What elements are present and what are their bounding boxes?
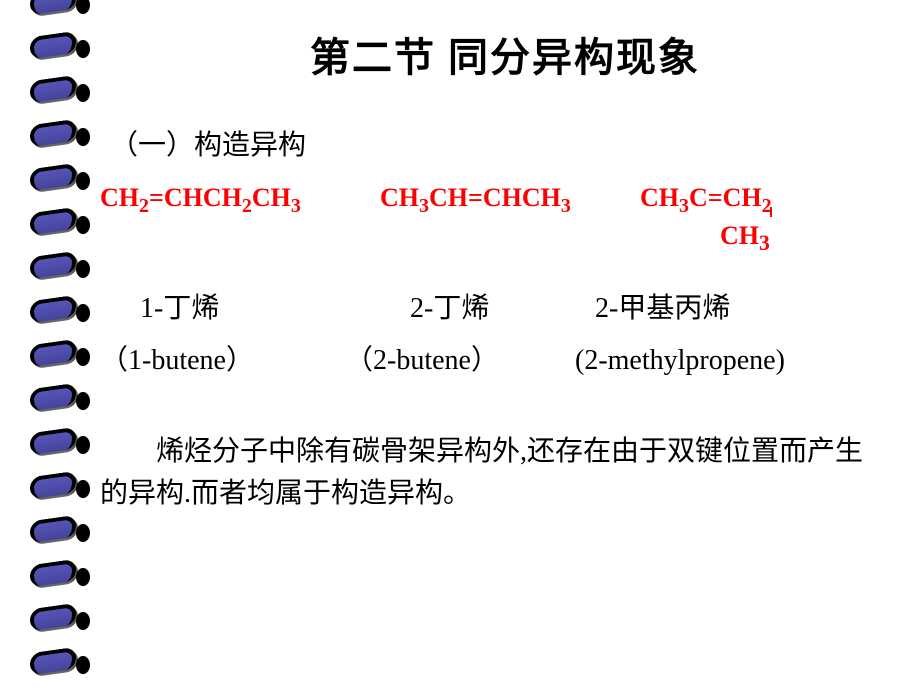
binding-hole-icon	[76, 656, 90, 674]
spiral-ring-icon	[30, 386, 76, 434]
explanation-paragraph: 烯烃分子中除有碳骨架异构外,还存在由于双键位置而产生的异构.而者均属于构造异构。	[100, 431, 880, 515]
binding-hole-icon	[76, 40, 90, 58]
compound-name-en-3: (2-methylpropene)	[575, 341, 895, 380]
bond-line-icon	[770, 207, 772, 217]
binding-hole-icon	[76, 392, 90, 410]
binding-hole-icon	[76, 128, 90, 146]
spiral-ring-icon	[30, 166, 76, 214]
binding-hole-icon	[76, 172, 90, 190]
spiral-ring-icon	[30, 562, 76, 610]
formula-column-1: CH2=CHCH2CH3	[100, 181, 380, 256]
chemical-formula-2: CH3CH=CHCH3	[380, 181, 640, 219]
binding-hole-icon	[76, 524, 90, 542]
spiral-ring-icon	[30, 210, 76, 258]
spiral-ring-icon	[30, 430, 76, 478]
binding-hole-icon	[76, 436, 90, 454]
spiral-binding	[0, 0, 90, 690]
binding-hole-icon	[76, 304, 90, 322]
spiral-ring-icon	[30, 474, 76, 522]
formulas-row: CH2=CHCH2CH3 CH3CH=CHCH3 CH3C=CH2 CH3	[100, 181, 910, 256]
binding-hole-icon	[76, 348, 90, 366]
spiral-ring-icon	[30, 122, 76, 170]
spiral-ring-icon	[30, 650, 76, 698]
binding-hole-icon	[76, 84, 90, 102]
chemical-formula-3-line2: CH3	[720, 221, 900, 256]
spiral-ring-icon	[30, 606, 76, 654]
slide-title: 第二节 同分异构现象	[100, 25, 910, 83]
binding-hole-icon	[76, 260, 90, 278]
spiral-ring-icon	[30, 78, 76, 126]
binding-hole-icon	[76, 480, 90, 498]
spiral-ring-icon	[30, 34, 76, 82]
compound-name-cn-2: 2-丁烯	[360, 286, 595, 326]
binding-hole-icon	[76, 216, 90, 234]
spiral-ring-icon	[30, 254, 76, 302]
names-english-row: （1-butene） （2-butene） (2-methylpropene)	[100, 341, 910, 380]
slide-content: 第二节 同分异构现象 （一）构造异构 CH2=CHCH2CH3 CH3CH=CH…	[100, 0, 910, 690]
compound-name-cn-1: 1-丁烯	[100, 286, 360, 326]
binding-hole-icon	[76, 568, 90, 586]
names-chinese-row: 1-丁烯 2-丁烯 2-甲基丙烯	[100, 286, 910, 326]
spiral-ring-icon	[30, 298, 76, 346]
compound-name-en-2: （2-butene）	[330, 341, 575, 380]
spiral-ring-icon	[30, 518, 76, 566]
binding-hole-icon	[76, 612, 90, 630]
formula-column-3: CH3C=CH2 CH3	[640, 181, 900, 256]
spiral-ring-icon	[30, 342, 76, 390]
compound-name-en-1: （1-butene）	[100, 341, 330, 380]
formula-column-2: CH3CH=CHCH3	[380, 181, 640, 256]
section-heading: （一）构造异构	[110, 123, 910, 163]
compound-name-cn-3: 2-甲基丙烯	[595, 286, 875, 326]
binding-hole-icon	[76, 0, 90, 14]
chemical-formula-1: CH2=CHCH2CH3	[100, 181, 380, 219]
